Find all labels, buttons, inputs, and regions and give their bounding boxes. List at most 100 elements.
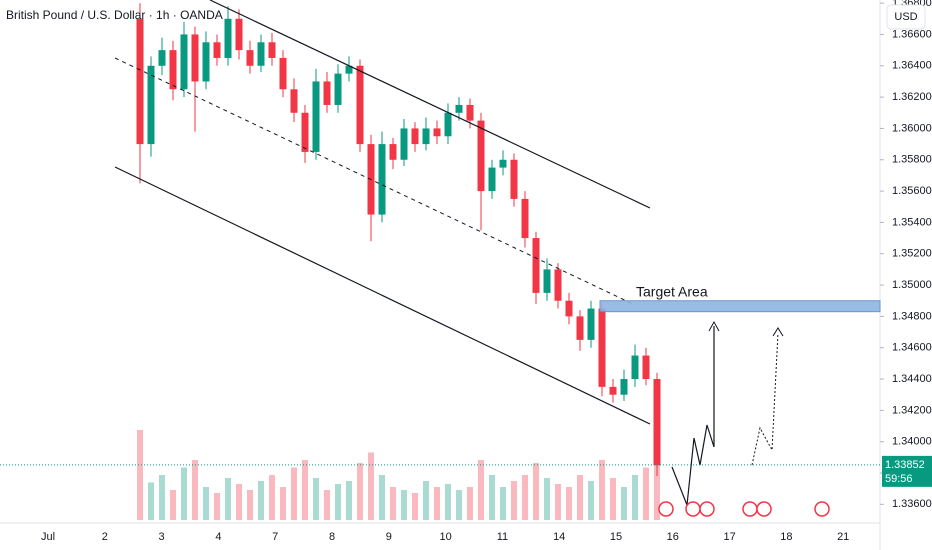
volume-bar: [643, 467, 649, 520]
volume-bar: [148, 482, 154, 520]
x-tick-label: 2: [102, 531, 108, 543]
volume-bar: [500, 487, 506, 520]
volume-bar: [456, 490, 462, 520]
candle-body: [543, 269, 551, 293]
candle-body: [147, 65, 155, 145]
candle-body: [587, 308, 595, 340]
y-tick-label: 1.35200: [892, 248, 932, 260]
y-tick-label: 1.36600: [892, 28, 932, 40]
price-label-box: [882, 455, 932, 487]
x-tick-label: Jul: [41, 531, 55, 543]
currency-button[interactable]: [886, 4, 926, 30]
symbol-title: British Pound / U.S. Dollar · 1h · OANDA: [6, 8, 223, 22]
candle-body: [389, 144, 397, 160]
candle-body: [345, 65, 353, 74]
volume-bar: [566, 487, 572, 520]
arrow-head: [772, 327, 784, 337]
x-tick-label: 4: [215, 531, 221, 543]
candle-body: [642, 355, 650, 380]
volume-bar: [445, 484, 451, 520]
x-tick-label: 16: [667, 531, 679, 543]
x-tick-label: 3: [159, 531, 165, 543]
volume-bar: [324, 490, 330, 520]
x-tick-label: 15: [610, 531, 622, 543]
candle-body: [356, 65, 364, 145]
candle-body: [378, 144, 386, 215]
y-tick-label: 1.36000: [892, 122, 932, 134]
event-icon: [742, 501, 758, 517]
volume-bar: [291, 467, 297, 520]
candle-body: [609, 386, 617, 395]
y-tick-label: 1.36400: [892, 60, 932, 72]
candle-body: [422, 128, 430, 145]
volume-bar: [214, 493, 220, 520]
volume-bar: [467, 487, 473, 520]
candle-body: [224, 18, 232, 58]
x-tick-label: 7: [272, 531, 278, 543]
volume-bar: [434, 487, 440, 520]
volume-bar: [137, 430, 143, 520]
x-tick-label: 18: [780, 531, 792, 543]
candle-body: [433, 128, 441, 137]
volume-bar: [170, 490, 176, 520]
y-tick-label: 1.35400: [892, 216, 932, 228]
target-area: [599, 300, 881, 313]
y-tick-label: 1.35800: [892, 154, 932, 166]
x-tick-label: 21: [837, 531, 849, 543]
volume-bar: [357, 463, 363, 520]
volume-bar: [335, 484, 341, 520]
x-tick-label: 17: [723, 531, 735, 543]
candle-body: [444, 112, 452, 137]
candle-body: [510, 159, 518, 199]
y-tick-label: 1.35000: [892, 279, 932, 291]
event-icon: [814, 501, 830, 517]
candle-body: [466, 104, 474, 121]
candle-body: [532, 238, 540, 293]
volume-bar: [412, 493, 418, 520]
candle-body: [191, 34, 199, 82]
candle-body: [631, 355, 639, 380]
volume-bar: [280, 487, 286, 520]
y-tick-label: 1.35600: [892, 185, 932, 197]
volume-bar: [313, 478, 319, 520]
candle-body: [169, 50, 177, 90]
candle-body: [180, 34, 188, 90]
volume-bar: [379, 475, 385, 520]
event-icon: [756, 501, 772, 517]
y-tick-label: 1.34400: [892, 373, 932, 385]
volume-bar: [533, 463, 539, 520]
candle-body: [235, 18, 243, 51]
volume-bar: [621, 487, 627, 520]
projection-dotted: [751, 332, 779, 466]
volume-bar: [610, 478, 616, 520]
candle-body: [598, 308, 606, 387]
event-icon: [685, 501, 701, 517]
channel-upper: [209, 0, 651, 209]
currency[interactable]: USD: [894, 11, 917, 23]
volume-bar: [236, 484, 242, 520]
candle-body: [455, 104, 463, 113]
x-tick-label: 10: [439, 531, 451, 543]
volume-bar: [599, 460, 605, 520]
candle-body: [477, 120, 485, 192]
candle-body: [279, 57, 287, 90]
x-tick-label: 8: [329, 531, 335, 543]
volume-bar: [346, 481, 352, 520]
volume-bar: [258, 481, 264, 520]
candle-body: [334, 73, 342, 105]
volume-bar: [192, 460, 198, 520]
candle-body: [257, 42, 265, 66]
volume-bar: [247, 490, 253, 520]
candle-body: [268, 42, 276, 58]
arrow-head: [708, 320, 720, 332]
candle-body: [202, 42, 210, 82]
volume-bar: [423, 481, 429, 520]
volume-bar: [632, 475, 638, 520]
volume-bar: [577, 475, 583, 520]
y-tick-label: 1.36200: [892, 91, 932, 103]
volume-bar: [302, 460, 308, 520]
volume-bar: [555, 484, 561, 520]
